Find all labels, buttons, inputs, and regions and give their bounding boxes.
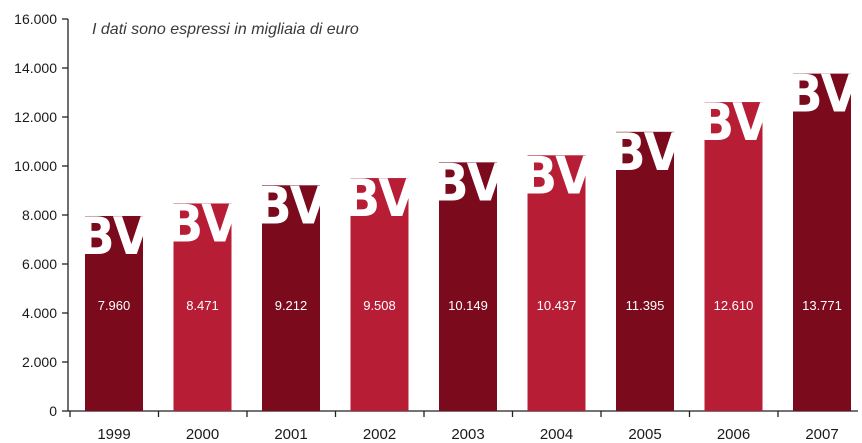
y-tick-label: 10.000: [14, 158, 57, 174]
x-tick-label: 2005: [628, 426, 661, 443]
bar-rect: [85, 215, 143, 411]
y-tick-label: 16.000: [14, 11, 57, 27]
bar-rect: [439, 162, 497, 411]
bar-2004: BV 10.437: [521, 146, 593, 411]
x-tick-label: 1999: [97, 426, 130, 443]
x-tick-label: 2000: [186, 426, 219, 443]
bars-group: BV 7.960 BV 8.471 BV 9.212 BV 9.508 BV 10.149 BV 10…: [78, 65, 858, 412]
x-axis: 1999 2000 2001 2002 2003 2004 2005 2006 2007: [68, 410, 858, 443]
bar-value-label: 9.212: [275, 298, 308, 313]
bar-logo: BV: [78, 207, 150, 267]
bar-logo: BV: [255, 176, 327, 236]
x-tick-label: 2007: [805, 426, 838, 443]
chart-subtitle: I dati sono espressi in migliaia di euro: [92, 21, 359, 38]
bar-logo: BV: [167, 194, 239, 254]
bar-logo: BV: [344, 169, 416, 229]
y-tick-label: 0: [49, 403, 57, 419]
y-tick-label: 2.000: [22, 354, 57, 370]
x-tick-label: 2001: [274, 426, 307, 443]
bar-value-label: 7.960: [98, 298, 131, 313]
bar-value-label: 9.508: [363, 298, 396, 313]
bar-rect: [704, 102, 763, 412]
bar-2001: BV 9.212: [255, 176, 327, 411]
bar-logo: BV: [698, 93, 770, 153]
bar-1999: BV 7.960: [78, 207, 150, 411]
y-tick-label: 12.000: [14, 109, 57, 125]
bar-2007: BV 13.771: [786, 65, 858, 411]
bar-logo: BV: [432, 153, 504, 213]
x-tick-label: 2006: [717, 426, 750, 443]
bar-2000: BV 8.471: [167, 194, 239, 411]
bar-2005: BV 11.395: [609, 123, 681, 411]
y-tick-label: 14.000: [14, 60, 57, 76]
x-tick-label: 2003: [451, 426, 484, 443]
y-tick-label: 4.000: [22, 305, 57, 321]
bar-logo: BV: [609, 123, 681, 183]
bar-rect: [527, 155, 586, 411]
bar-value-label: 10.149: [448, 298, 488, 313]
y-tick-label: 8.000: [22, 207, 57, 223]
bar-rect: [350, 178, 409, 411]
bar-rect: [262, 185, 320, 411]
bar-2006: BV 12.610: [698, 93, 770, 412]
bar-value-label: 8.471: [186, 298, 219, 313]
bar-2003: BV 10.149: [432, 153, 504, 411]
bar-logo: BV: [786, 65, 858, 125]
x-tick-label: 2004: [540, 426, 573, 443]
bar-value-label: 11.395: [626, 298, 665, 313]
y-tick-label: 6.000: [22, 256, 57, 272]
bar-rect: [793, 73, 851, 411]
bar-2002: BV 9.508: [344, 169, 416, 411]
bar-rect: [173, 203, 232, 411]
bar-logo: BV: [521, 146, 593, 206]
x-tick-label: 2002: [363, 426, 396, 443]
bar-value-label: 10.437: [537, 298, 577, 313]
bar-rect: [616, 131, 674, 411]
y-axis: 0 2.000 4.000 6.000 8.000 10.000 12.000 14.000 1…: [14, 11, 69, 419]
bar-value-label: 12.610: [714, 298, 754, 313]
bar-value-label: 13.771: [802, 298, 842, 313]
